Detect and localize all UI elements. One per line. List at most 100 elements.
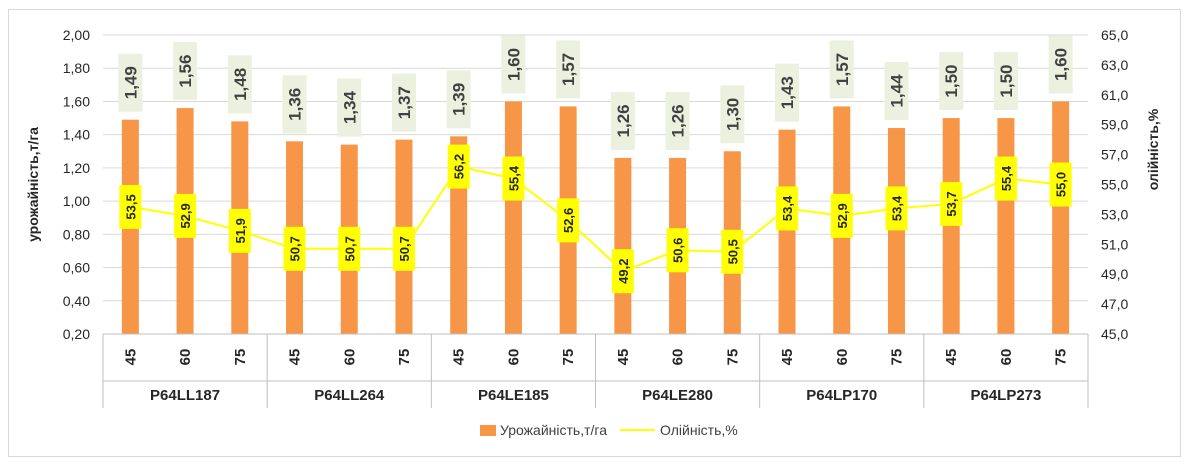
bar-label-box <box>173 42 198 101</box>
bar <box>504 101 522 334</box>
line-label-box <box>338 226 361 271</box>
y-left-tick-label: 0,40 <box>63 293 90 309</box>
bar-data-label: 1,56 <box>176 55 195 88</box>
category-tick-label: 60 <box>177 349 194 366</box>
bar <box>614 157 632 334</box>
line-label-box <box>283 226 306 271</box>
bar-label-box <box>720 85 745 144</box>
category-tick-label: 45 <box>779 349 796 366</box>
group-label: P64LL187 <box>150 387 220 404</box>
category-tick-label: 60 <box>998 349 1015 366</box>
bar-data-label: 1,50 <box>942 65 961 98</box>
category-tick-label: 60 <box>505 349 522 366</box>
bar-label-box <box>227 55 252 114</box>
bar-label-box <box>556 40 581 99</box>
category-tick-label: 60 <box>834 349 851 366</box>
bar-label-box <box>775 63 800 122</box>
category-tick-label: 45 <box>451 349 468 366</box>
bar <box>887 128 905 334</box>
category-tick-label: 75 <box>888 349 905 366</box>
group-label: P64LP170 <box>806 387 877 404</box>
bar-data-label: 1,57 <box>559 53 578 86</box>
y-left-tick-label: 0,20 <box>63 326 90 342</box>
bar-label-box <box>884 62 909 121</box>
bar-data-label: 1,34 <box>340 91 359 125</box>
chart-frame <box>8 9 1181 457</box>
bar-data-label: 1,44 <box>887 74 906 108</box>
bar-label-box <box>282 75 307 134</box>
bar-data-label: 1,26 <box>614 104 633 137</box>
bar-data-label: 1,48 <box>231 68 250 101</box>
y-left-tick-label: 1,80 <box>63 60 90 76</box>
line-data-label: 56,2 <box>452 154 467 179</box>
y-right-tick-label: 63,0 <box>1101 57 1128 73</box>
category-tick-label: 45 <box>122 349 139 366</box>
y-right-tick-label: 45,0 <box>1101 326 1128 342</box>
line-label-box <box>502 156 525 201</box>
line-data-label: 55,4 <box>506 165 521 191</box>
category-tick-label: 75 <box>560 349 577 366</box>
category-tick-label: 75 <box>232 349 249 366</box>
line-data-label: 49,2 <box>616 259 631 284</box>
bar-label-box <box>391 73 416 132</box>
group-label: P64LE185 <box>478 387 549 404</box>
line-label-box <box>557 198 580 243</box>
bar <box>1052 101 1070 334</box>
bar-label-box <box>501 35 526 94</box>
bar-label-box <box>665 91 690 150</box>
group-label: P64LP273 <box>970 387 1041 404</box>
bar-label-box <box>118 53 143 112</box>
bar-data-label: 1,49 <box>121 66 140 99</box>
line-data-label: 50,7 <box>288 236 303 261</box>
bar-data-label: 1,30 <box>723 98 742 131</box>
y-left-tick-label: 1,40 <box>63 127 90 143</box>
y-left-tick-label: 1,60 <box>63 93 90 109</box>
bar <box>997 118 1015 334</box>
line-label-box <box>119 184 142 229</box>
line-data-label: 50,5 <box>725 239 740 264</box>
legend-bar-swatch <box>480 425 496 436</box>
bar-data-label: 1,37 <box>395 86 414 119</box>
bar <box>942 118 960 334</box>
y-right-tick-label: 59,0 <box>1101 117 1128 133</box>
y-left-axis-title: урожайність,т/га <box>25 127 41 242</box>
line-data-label: 50,7 <box>397 236 412 261</box>
bar-data-label: 1,57 <box>833 53 852 86</box>
line-data-label: 53,5 <box>123 194 138 219</box>
bar-label-box <box>446 70 471 129</box>
bar-label-box <box>939 52 964 111</box>
line-label-box <box>721 229 744 274</box>
legend-bar-label: Урожайність,т/га <box>500 422 607 438</box>
y-left-tick-label: 0,80 <box>63 226 90 242</box>
y-right-tick-label: 57,0 <box>1101 147 1128 163</box>
group-label: P64LL264 <box>314 387 385 404</box>
line-data-label: 51,9 <box>233 218 248 243</box>
bar-label-box <box>993 52 1018 111</box>
bar-data-label: 1,50 <box>997 65 1016 98</box>
legend-line-label: Олійність,% <box>660 422 738 438</box>
y-right-tick-label: 55,0 <box>1101 177 1128 193</box>
line-label-box <box>1049 162 1072 207</box>
group-label: P64LE280 <box>642 387 713 404</box>
line-label-box <box>447 144 470 189</box>
line-data-label: 52,9 <box>178 203 193 228</box>
line-data-label: 50,6 <box>671 238 686 263</box>
bar-label-box <box>1048 35 1073 94</box>
line-label-box <box>885 186 908 231</box>
line-data-label: 55,0 <box>1054 172 1069 197</box>
category-tick-label: 75 <box>724 349 741 366</box>
line-label-box <box>392 226 415 271</box>
y-right-tick-label: 65,0 <box>1101 27 1128 43</box>
y-left-tick-label: 2,00 <box>63 27 90 43</box>
y-right-tick-label: 49,0 <box>1101 266 1128 282</box>
line-label-box <box>994 156 1017 201</box>
category-tick-label: 45 <box>615 349 632 366</box>
bar-data-label: 1,60 <box>1052 48 1071 81</box>
category-tick-label: 60 <box>670 349 687 366</box>
line-label-box <box>666 228 689 273</box>
y-left-tick-label: 1,00 <box>63 193 90 209</box>
line-label-box <box>830 193 853 238</box>
bar-data-label: 1,60 <box>504 48 523 81</box>
bar-label-box <box>337 78 362 137</box>
line-data-label: 53,7 <box>944 191 959 216</box>
